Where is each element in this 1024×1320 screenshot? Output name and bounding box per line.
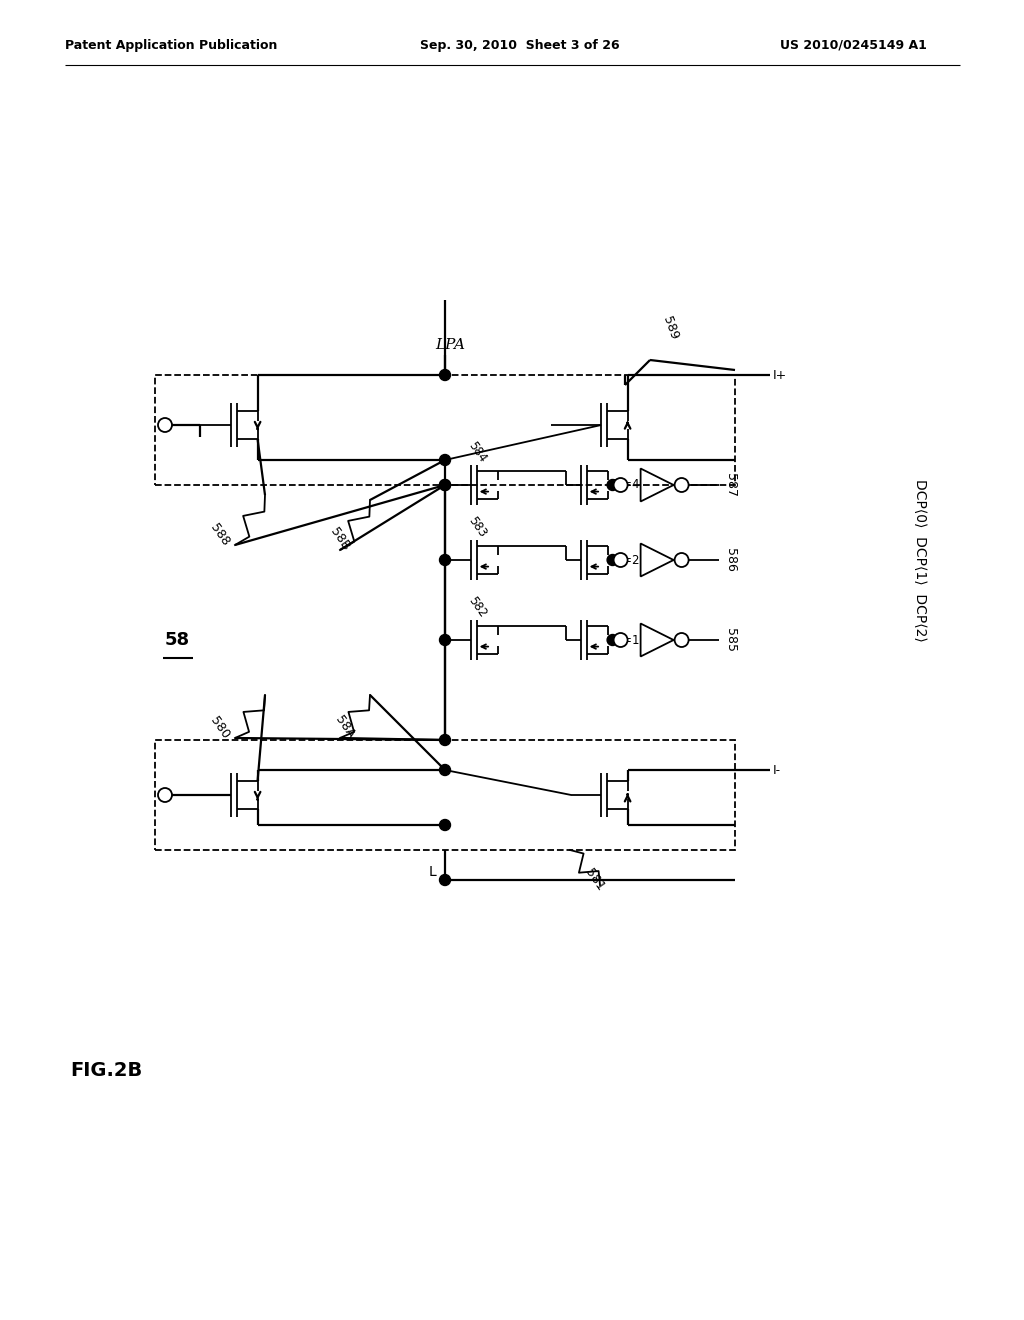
Text: 588: 588	[208, 521, 232, 548]
Circle shape	[613, 478, 628, 492]
Text: Patent Application Publication: Patent Application Publication	[65, 38, 278, 51]
Circle shape	[439, 874, 451, 886]
Circle shape	[613, 634, 628, 647]
Circle shape	[158, 788, 172, 803]
Circle shape	[675, 553, 688, 568]
Text: DCP⟨0⟩  DCP⟨1⟩  DCP⟨2⟩: DCP⟨0⟩ DCP⟨1⟩ DCP⟨2⟩	[913, 479, 927, 642]
Text: Sep. 30, 2010  Sheet 3 of 26: Sep. 30, 2010 Sheet 3 of 26	[420, 38, 620, 51]
Text: 587: 587	[724, 473, 736, 498]
Circle shape	[675, 478, 688, 492]
Text: 580: 580	[208, 714, 232, 741]
Text: 581: 581	[583, 866, 607, 894]
Circle shape	[439, 554, 451, 565]
Text: 585: 585	[724, 628, 736, 652]
Circle shape	[439, 764, 451, 776]
Bar	[155, 741, 735, 850]
Circle shape	[439, 370, 451, 380]
Circle shape	[439, 734, 451, 746]
Text: 589: 589	[659, 314, 680, 341]
Text: M=4: M=4	[612, 479, 640, 491]
Text: L: L	[429, 865, 437, 879]
Text: 582: 582	[466, 594, 489, 620]
Circle shape	[607, 554, 618, 565]
Text: I-: I-	[773, 763, 781, 776]
Text: 583: 583	[466, 515, 489, 540]
Bar	[155, 375, 735, 484]
Text: 58A: 58A	[333, 714, 357, 741]
Text: 584: 584	[466, 440, 489, 465]
Text: I+: I+	[773, 368, 787, 381]
Text: FIG.2B: FIG.2B	[70, 1060, 142, 1080]
Text: 58: 58	[165, 631, 190, 649]
Circle shape	[607, 479, 618, 491]
Circle shape	[439, 479, 451, 491]
Text: LPA: LPA	[435, 338, 465, 352]
Circle shape	[607, 635, 618, 645]
Circle shape	[158, 418, 172, 432]
Circle shape	[439, 479, 451, 491]
Text: 58B: 58B	[328, 525, 352, 553]
Circle shape	[675, 634, 688, 647]
Circle shape	[439, 454, 451, 466]
Text: 586: 586	[724, 548, 736, 572]
Circle shape	[439, 635, 451, 645]
Circle shape	[439, 820, 451, 830]
Text: US 2010/0245149 A1: US 2010/0245149 A1	[780, 38, 927, 51]
Text: M=1: M=1	[612, 634, 640, 647]
Text: M=2: M=2	[612, 553, 640, 566]
Circle shape	[613, 553, 628, 568]
